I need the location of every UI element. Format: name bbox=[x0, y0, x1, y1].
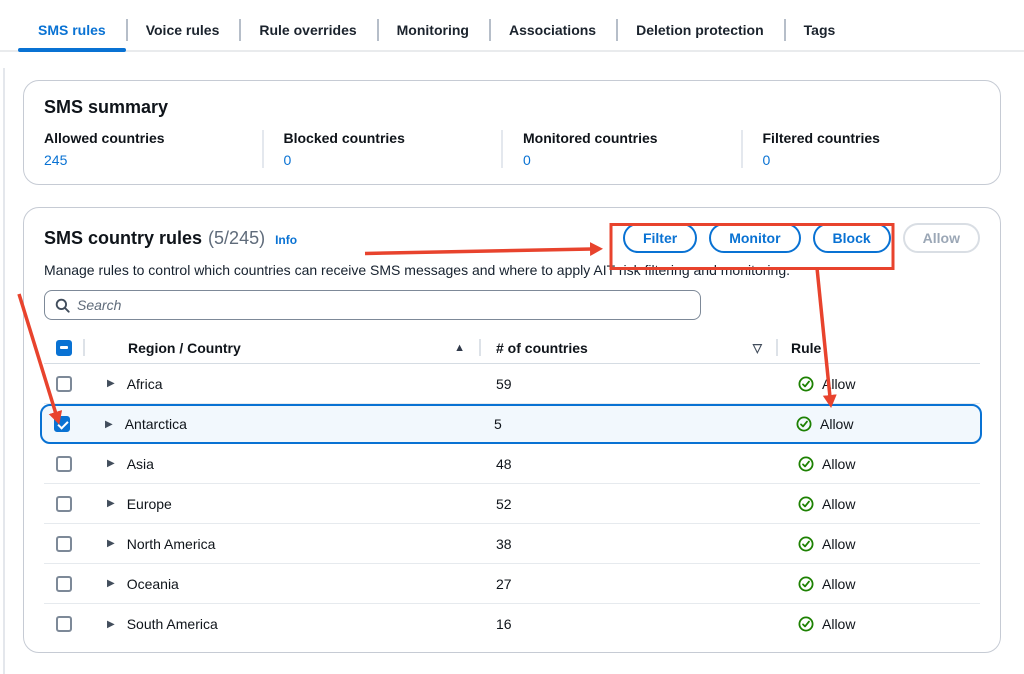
region-label: Europe bbox=[126, 495, 172, 512]
search-input[interactable] bbox=[77, 297, 690, 313]
metric-label: Filtered countries bbox=[762, 130, 880, 146]
region-label: North America bbox=[126, 535, 216, 552]
metric-value-link[interactable]: 0 bbox=[283, 152, 292, 168]
column-header-num-countries[interactable]: # of countries bbox=[496, 339, 588, 356]
block-button[interactable]: Block bbox=[812, 223, 891, 253]
table-row-selected[interactable]: ▶ Antarctica 5 Allow bbox=[40, 404, 982, 444]
row-checkbox[interactable] bbox=[56, 375, 72, 392]
expand-caret-icon[interactable]: ▶ bbox=[107, 458, 115, 469]
region-label: Oceania bbox=[126, 575, 179, 592]
row-checkbox[interactable] bbox=[56, 535, 72, 552]
tab-deletion-protection[interactable]: Deletion protection bbox=[616, 10, 784, 50]
countries-count: 38 bbox=[496, 535, 512, 552]
region-label: Antarctica bbox=[124, 416, 187, 432]
action-buttons: Filter Monitor Block Allow bbox=[622, 223, 980, 253]
allow-status-icon bbox=[796, 416, 812, 432]
table-row[interactable]: ▶ North America 38 Allow bbox=[44, 524, 980, 564]
countries-count: 52 bbox=[496, 495, 512, 512]
metric-blocked-countries: Blocked countries 0 bbox=[261, 130, 502, 168]
metric-value-link[interactable]: 0 bbox=[523, 152, 531, 168]
row-checkbox[interactable] bbox=[56, 455, 72, 472]
info-link[interactable]: Info bbox=[275, 232, 298, 247]
metric-label: Monitored countries bbox=[523, 130, 658, 146]
rule-label: Allow bbox=[822, 495, 856, 512]
allow-status-icon bbox=[798, 576, 814, 592]
row-checkbox[interactable] bbox=[54, 416, 70, 432]
expand-caret-icon[interactable]: ▶ bbox=[105, 418, 113, 430]
filter-button[interactable]: Filter bbox=[622, 223, 698, 253]
rule-label: Allow bbox=[820, 416, 854, 432]
sms-summary-title: SMS summary bbox=[44, 97, 169, 117]
row-checkbox[interactable] bbox=[56, 575, 72, 592]
tab-monitoring[interactable]: Monitoring bbox=[376, 10, 489, 50]
tab-tags[interactable]: Tags bbox=[783, 10, 856, 50]
allow-status-icon bbox=[798, 536, 814, 552]
region-label: South America bbox=[126, 616, 218, 632]
table-row[interactable]: ▶ Asia 48 Allow bbox=[44, 444, 980, 484]
column-header-rule: Rule bbox=[791, 339, 822, 356]
expand-caret-icon[interactable]: ▶ bbox=[107, 618, 115, 630]
region-label: Africa bbox=[126, 375, 163, 392]
sort-ascending-icon[interactable]: ▲ bbox=[454, 341, 465, 354]
table-row[interactable]: ▶ South America 16 Allow bbox=[44, 604, 980, 644]
countries-count: 16 bbox=[496, 616, 512, 632]
rules-selection-count: (5/245) bbox=[208, 227, 266, 248]
allow-status-icon bbox=[798, 616, 814, 632]
tab-voice-rules[interactable]: Voice rules bbox=[125, 10, 240, 50]
metric-allowed-countries: Allowed countries 245 bbox=[44, 130, 262, 168]
table-row[interactable]: ▶ Africa 59 Allow bbox=[44, 364, 980, 404]
rules-title: SMS country rules bbox=[44, 227, 203, 248]
rules-description: Manage rules to control which countries … bbox=[44, 262, 790, 278]
column-header-region-country[interactable]: Region / Country bbox=[128, 339, 241, 356]
content-left-divider bbox=[3, 68, 5, 674]
expand-caret-icon[interactable]: ▶ bbox=[107, 378, 115, 389]
table-row[interactable]: ▶ Europe 52 Allow bbox=[44, 484, 980, 524]
sms-summary-card: SMS summary Allowed countries 245 Blocke… bbox=[23, 80, 1001, 185]
rule-label: Allow bbox=[822, 535, 856, 552]
metric-label: Blocked countries bbox=[283, 130, 405, 146]
tab-rule-overrides[interactable]: Rule overrides bbox=[239, 10, 376, 50]
allow-button[interactable]: Allow bbox=[902, 223, 980, 253]
search-box[interactable] bbox=[44, 290, 701, 320]
countries-count: 59 bbox=[496, 375, 512, 392]
rule-label: Allow bbox=[822, 455, 856, 472]
tab-sms-rules[interactable]: SMS rules bbox=[18, 10, 126, 52]
select-all-checkbox[interactable] bbox=[56, 339, 72, 356]
expand-caret-icon[interactable]: ▶ bbox=[107, 578, 115, 589]
rule-label: Allow bbox=[822, 375, 856, 392]
table-row[interactable]: ▶ Oceania 27 Allow bbox=[44, 564, 980, 604]
table-body: ▶ Africa 59 Allow ▶ Antarctica 5 Allow bbox=[40, 364, 982, 644]
rule-label: Allow bbox=[822, 616, 856, 632]
rule-label: Allow bbox=[822, 575, 856, 592]
allow-status-icon bbox=[798, 376, 814, 392]
metric-value-link[interactable]: 0 bbox=[762, 152, 771, 168]
sort-descending-icon[interactable]: ▽ bbox=[752, 340, 762, 355]
allow-status-icon bbox=[798, 496, 814, 512]
allow-status-icon bbox=[798, 456, 814, 472]
metric-value-link[interactable]: 245 bbox=[44, 152, 68, 168]
row-checkbox[interactable] bbox=[56, 495, 72, 512]
search-icon bbox=[55, 298, 70, 313]
tab-bar: SMS rules Voice rules Rule overrides Mon… bbox=[0, 10, 1024, 52]
row-checkbox[interactable] bbox=[56, 616, 72, 632]
sms-country-rules-card: SMS country rules (5/245) Info Filter Mo… bbox=[23, 207, 1001, 653]
metric-label: Allowed countries bbox=[44, 130, 165, 146]
region-label: Asia bbox=[126, 455, 154, 472]
table-header: Region / Country ▲ # of countries ▽ Rule bbox=[44, 332, 980, 364]
metric-filtered-countries: Filtered countries 0 bbox=[740, 130, 981, 168]
countries-count: 5 bbox=[494, 416, 502, 432]
expand-caret-icon[interactable]: ▶ bbox=[107, 498, 115, 509]
countries-count: 48 bbox=[496, 455, 512, 472]
metric-monitored-countries: Monitored countries 0 bbox=[501, 130, 741, 168]
countries-count: 27 bbox=[496, 575, 512, 592]
tab-associations[interactable]: Associations bbox=[488, 10, 616, 50]
monitor-button[interactable]: Monitor bbox=[709, 223, 801, 253]
expand-caret-icon[interactable]: ▶ bbox=[107, 538, 115, 549]
